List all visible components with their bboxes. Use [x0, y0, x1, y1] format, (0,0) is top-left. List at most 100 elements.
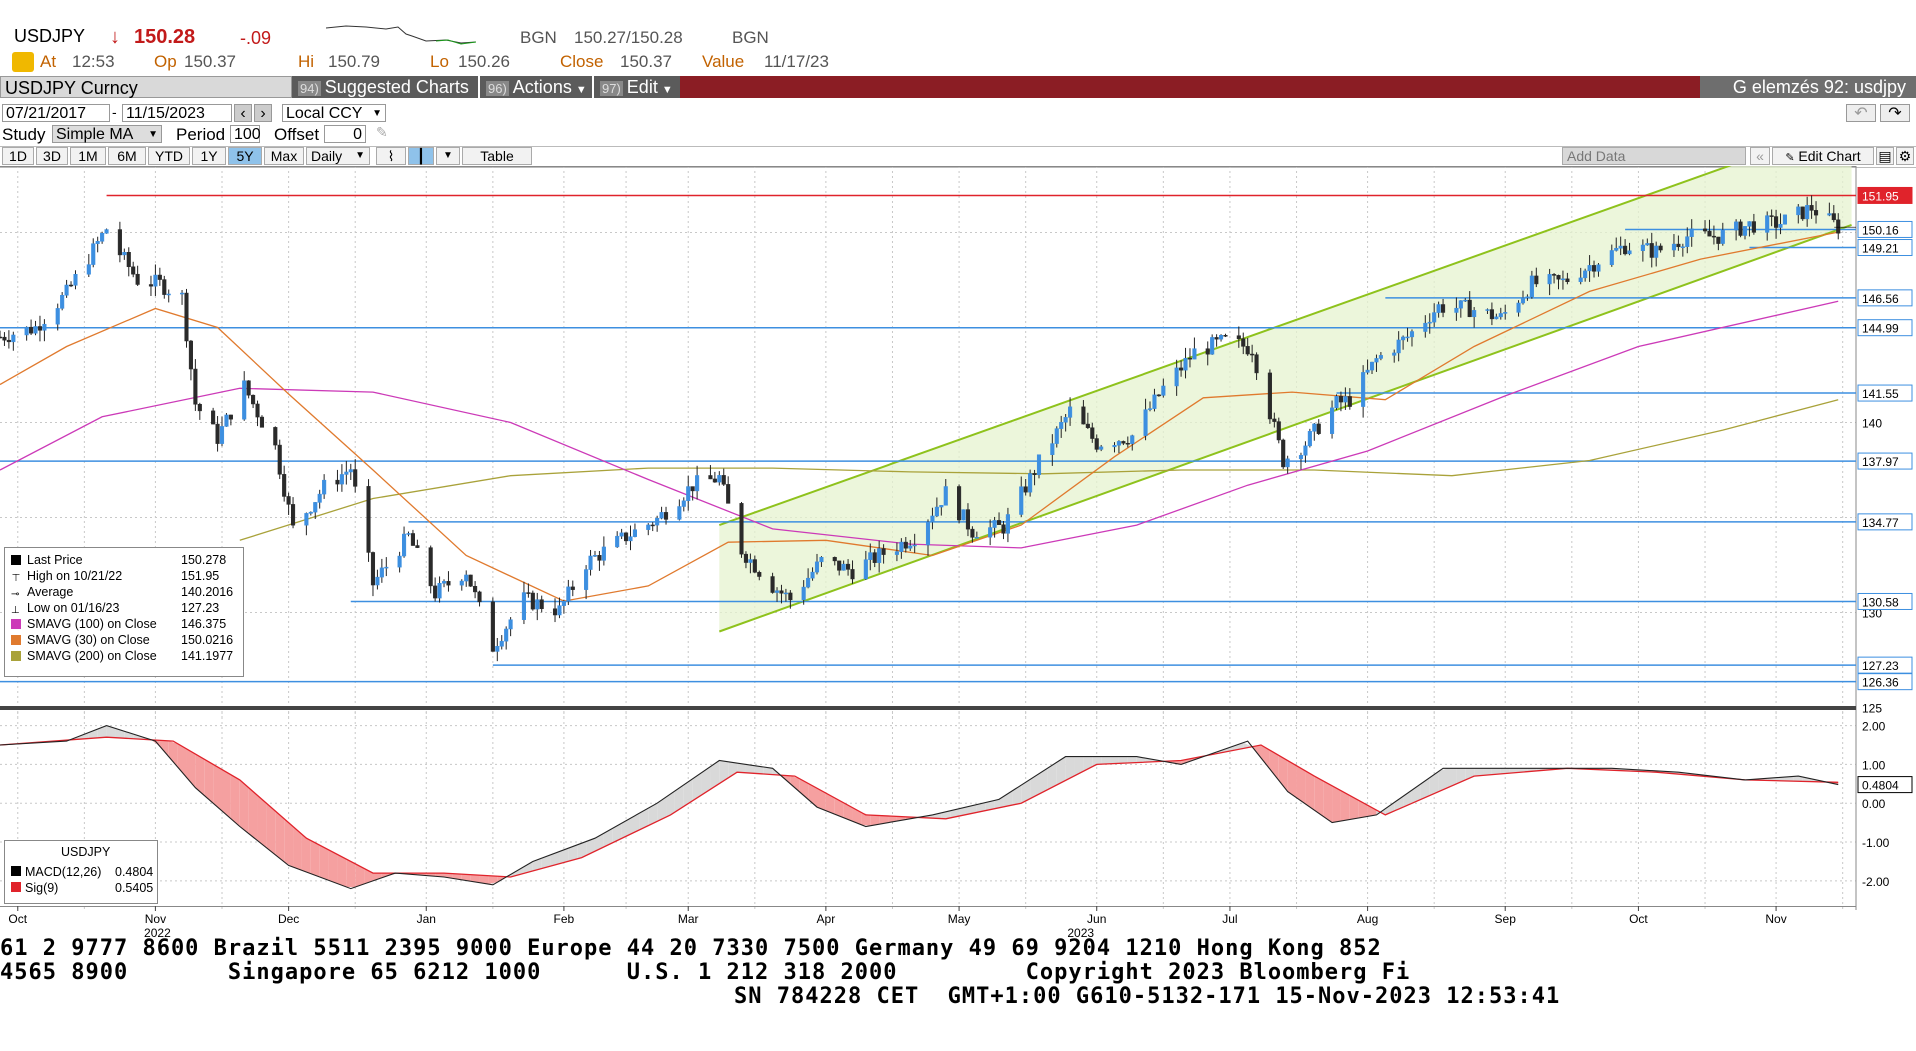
candle-body: [1219, 335, 1224, 340]
range-ytd[interactable]: YTD: [148, 147, 190, 165]
level-label: 134.77: [1862, 516, 1899, 530]
legend-label: Last Price: [27, 553, 83, 567]
level-label-bg: [1857, 656, 1913, 674]
level-label-bg: [1857, 186, 1913, 204]
frequency-select[interactable]: Daily ▼: [306, 147, 370, 165]
collapse-icon[interactable]: «: [1750, 147, 1770, 165]
candle-body: [868, 552, 873, 560]
candle-body: [1765, 215, 1770, 233]
add-data-input[interactable]: Add Data: [1562, 147, 1746, 165]
candle-type-icon[interactable]: ┃: [408, 147, 434, 165]
candle-body: [286, 496, 291, 505]
candle-body: [717, 475, 722, 483]
chart-settings-icon[interactable]: ▤: [1876, 147, 1894, 165]
suggested-charts-button[interactable]: 94) Suggested Charts: [292, 76, 478, 98]
gear-icon[interactable]: ⚙: [1896, 147, 1914, 165]
level-label-bg: [1857, 592, 1913, 610]
candle-body: [126, 252, 131, 268]
pencil-icon[interactable]: ✎: [376, 124, 388, 140]
price-chart[interactable]: 125130135140145150151.95150.16149.21146.…: [0, 166, 1916, 717]
candle-body: [925, 521, 931, 546]
macd-fill: [470, 874, 480, 883]
macd-legend-title: USDJPY: [61, 845, 111, 859]
macd-fill: [106, 725, 116, 738]
level-label: 151.95: [1862, 189, 1899, 203]
candle-body: [477, 591, 482, 603]
candle-body: [663, 512, 669, 520]
legend-value: 150.278: [181, 553, 227, 567]
period-input[interactable]: 100: [230, 125, 261, 143]
actions-label: Actions: [512, 77, 572, 97]
candle-body: [282, 474, 287, 497]
candle-body: [530, 592, 535, 610]
offset-label: Offset: [274, 125, 320, 144]
actions-button[interactable]: 96) Actions ▼: [480, 76, 592, 98]
macd-fill: [790, 775, 800, 792]
macd-fill: [666, 791, 675, 818]
macd-fill: [1394, 796, 1404, 811]
x-tick-label: Oct: [8, 912, 27, 926]
offset-input[interactable]: 0: [324, 125, 366, 143]
candle-body: [353, 469, 358, 487]
currency-select[interactable]: Local CCY ▼: [282, 104, 386, 122]
candle-body: [1467, 299, 1472, 318]
candle-body: [557, 605, 562, 616]
alert-icon[interactable]: [12, 52, 34, 72]
candle-body: [1427, 321, 1432, 324]
range-1y[interactable]: 1Y: [192, 147, 226, 165]
pane-divider[interactable]: [0, 706, 1856, 710]
edit-button[interactable]: 97) Edit ▼: [594, 76, 680, 98]
macd-fill: [1172, 760, 1182, 765]
range-3d[interactable]: 3D: [36, 147, 68, 165]
level-label-bg: [1857, 289, 1913, 307]
range-1d[interactable]: 1D: [2, 147, 34, 165]
high-icon: ⊤: [11, 573, 21, 584]
macd-fill: [461, 874, 471, 882]
candle-body: [757, 572, 762, 577]
end-date-input[interactable]: 11/15/2023: [122, 104, 232, 122]
signal-value: 0.5405: [115, 881, 154, 895]
macd-fill: [692, 772, 702, 801]
edit-chart-button[interactable]: ✎ Edit Chart: [1772, 147, 1874, 165]
security-field[interactable]: USDJPY Curncy: [0, 76, 292, 98]
level-label-bg: [1857, 319, 1913, 337]
candle-body: [468, 574, 473, 587]
candle-body: [841, 563, 846, 571]
range-1m[interactable]: 1M: [70, 147, 106, 165]
line-type-icon[interactable]: ⌇: [376, 147, 406, 165]
candle-body: [779, 590, 784, 594]
candle-body: [1378, 355, 1383, 359]
candle-body: [499, 640, 504, 647]
candle-body: [1689, 228, 1694, 237]
macd-chart[interactable]: -2.00 -1.00 0.00 1.00 2.00 0.4804: [0, 712, 1916, 910]
signal-label: Sig(9): [25, 881, 59, 895]
table-button[interactable]: Table: [462, 147, 532, 165]
candle-body: [117, 229, 122, 256]
candle-body: [899, 541, 904, 552]
range-6m[interactable]: 6M: [108, 147, 146, 165]
prev-period-icon[interactable]: ‹: [234, 104, 252, 122]
candle-body: [655, 517, 660, 526]
candle-body: [379, 567, 384, 578]
chart-type-dropdown-icon[interactable]: ▼: [436, 147, 460, 165]
macd-fill: [1367, 805, 1377, 817]
macd-fill: [1261, 745, 1270, 770]
macd-y-tick-label: 2.00: [1862, 720, 1886, 734]
range-max[interactable]: Max: [264, 147, 304, 165]
next-period-icon[interactable]: ›: [254, 104, 272, 122]
candle-body: [0, 336, 3, 339]
undo-icon[interactable]: ↶: [1846, 104, 1876, 122]
start-date-input[interactable]: 07/21/2017: [2, 104, 110, 122]
candle-body: [490, 601, 495, 652]
study-select[interactable]: Simple MA ▼: [52, 125, 162, 143]
candle-body: [1436, 304, 1441, 313]
macd-fill: [293, 826, 302, 871]
candle-body: [1676, 243, 1681, 248]
level-label-bg: [1857, 239, 1913, 257]
x-tick-label: Jul: [1222, 912, 1237, 926]
candle-body: [619, 532, 624, 537]
candle-body: [1685, 236, 1690, 247]
candle-body: [1432, 312, 1437, 323]
redo-icon[interactable]: ↷: [1880, 104, 1910, 122]
range-5y[interactable]: 5Y: [228, 147, 262, 165]
